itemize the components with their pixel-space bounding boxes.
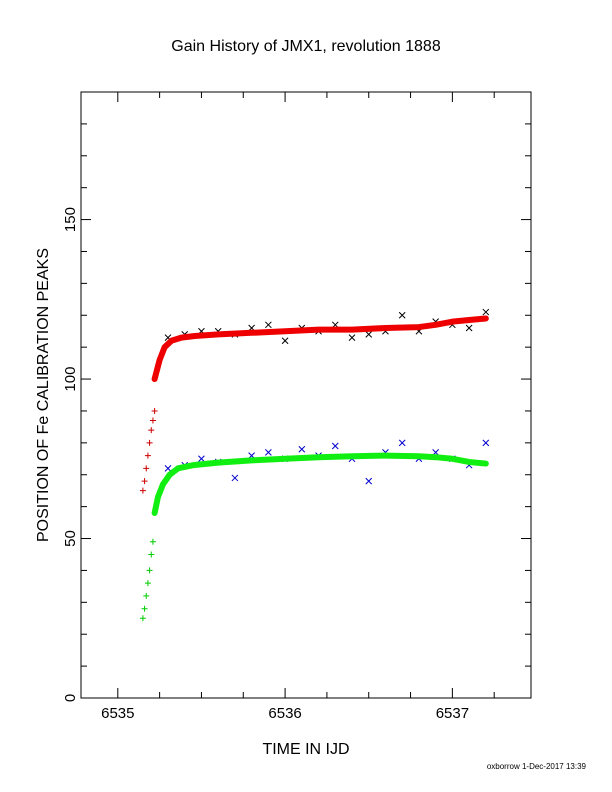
cross-point	[265, 449, 272, 456]
cross-point	[265, 321, 272, 329]
y-tick-label: 0	[62, 694, 79, 702]
cross-point	[281, 337, 289, 345]
y-tick-label: 100	[62, 367, 79, 392]
cross-point	[164, 465, 172, 472]
plus-point	[141, 605, 148, 612]
series-5	[151, 452, 489, 517]
data-marks	[139, 308, 490, 622]
cross-point	[365, 477, 373, 485]
plus-point	[146, 567, 153, 574]
plus-point	[148, 427, 155, 434]
cross-point	[398, 311, 406, 319]
x-tick-label: 6535	[101, 705, 134, 722]
cross-point	[298, 445, 306, 453]
y-tick-label: 150	[62, 207, 79, 232]
x-tick-label: 6537	[436, 705, 469, 722]
cross-point	[348, 334, 356, 341]
footer-stamp: oxborrow 1-Dec-2017 13:39	[487, 762, 587, 771]
plus-point	[146, 439, 153, 446]
fit-line	[151, 452, 489, 517]
fit-line	[151, 315, 489, 383]
plus-point	[149, 417, 156, 424]
plus-point	[139, 487, 146, 494]
plus-point	[151, 407, 158, 414]
plus-point	[144, 452, 151, 459]
x-tick-label: 6536	[268, 705, 301, 722]
plus-point	[143, 592, 150, 599]
series-0	[139, 407, 158, 494]
axis-ticks: 0 50 100 150 6535 6536 6537	[62, 92, 531, 722]
plus-point	[141, 478, 148, 485]
plus-point	[144, 580, 151, 587]
plus-point	[139, 615, 146, 622]
cross-point	[331, 442, 339, 450]
x-axis-label: TIME IN IJD	[262, 741, 349, 758]
cross-point	[198, 455, 205, 463]
plot-frame	[80, 91, 532, 699]
cross-point	[465, 324, 473, 332]
cross-point	[365, 331, 373, 338]
chart-title: Gain History of JMX1, revolution 1888	[171, 38, 441, 55]
cross-point	[398, 439, 406, 447]
series-4	[151, 315, 489, 383]
series-1	[139, 538, 156, 622]
cross-point	[482, 308, 490, 316]
y-tick-label: 50	[62, 530, 79, 547]
plus-point	[148, 551, 155, 558]
cross-point	[482, 439, 490, 447]
plus-point	[143, 465, 150, 472]
plus-point	[149, 538, 156, 545]
y-axis-label: POSITION OF Fe CALIBRATION PEAKS	[35, 248, 52, 542]
cross-point	[231, 474, 239, 482]
